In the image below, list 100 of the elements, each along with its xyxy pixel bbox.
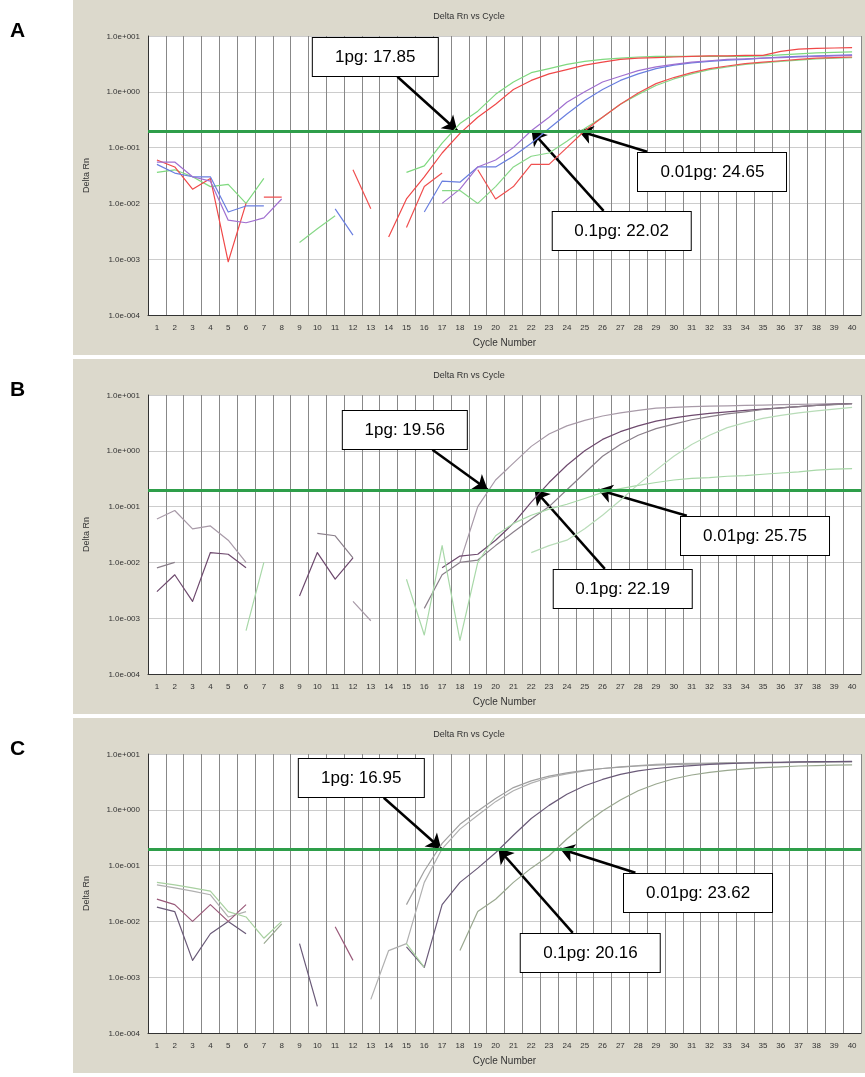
x-tick-label: 18 <box>455 681 465 691</box>
x-tick-label: 26 <box>598 681 608 691</box>
x-tick-label: 37 <box>794 322 804 332</box>
x-tick-label: 8 <box>279 322 285 332</box>
y-tick-label: 1.0e+001 <box>106 749 141 759</box>
y-tick-label: 1.0e-001 <box>108 502 141 512</box>
x-tick-label: 40 <box>847 1040 858 1050</box>
x-tick-label: 17 <box>437 322 448 332</box>
x-tick-label: 10 <box>312 322 323 332</box>
annotation: 0.01pg: 23.62 <box>623 872 774 913</box>
x-tick-label: 1 <box>154 1040 160 1050</box>
annotation: 0.01pg: 25.75 <box>680 515 831 556</box>
annotation: 0.1pg: 20.16 <box>520 932 661 973</box>
x-tick-label: 7 <box>261 1040 267 1050</box>
x-tick-label: 29 <box>651 322 662 332</box>
x-tick-label: 31 <box>687 681 697 691</box>
y-axis-title: Delta Rn <box>80 875 91 912</box>
x-tick-label: 2 <box>172 322 178 332</box>
x-tick-label: 34 <box>740 322 751 332</box>
x-tick-label: 32 <box>705 681 715 691</box>
x-tick-label: 35 <box>758 681 768 691</box>
x-tick-label: 35 <box>758 1040 768 1050</box>
y-tick-label: 1.0e+001 <box>106 31 141 41</box>
annotation: 1pg: 19.56 <box>341 409 468 450</box>
x-tick-label: 22 <box>526 681 537 691</box>
x-tick-label: 21 <box>508 1040 519 1050</box>
x-tick-label: 13 <box>366 1040 376 1050</box>
y-tick-label: 1.0e+000 <box>106 87 141 97</box>
x-tick-label: 12 <box>348 1040 358 1050</box>
x-tick-label: 3 <box>190 681 196 691</box>
x-tick-label: 7 <box>261 322 267 332</box>
x-tick-label: 39 <box>829 322 840 332</box>
x-tick-label: 22 <box>526 1040 537 1050</box>
x-tick-label: 14 <box>384 322 394 332</box>
x-tick-label: 38 <box>811 681 822 691</box>
x-tick-label: 27 <box>615 1040 626 1050</box>
x-tick-label: 7 <box>261 681 267 691</box>
x-tick-label: 23 <box>544 681 555 691</box>
x-tick-label: 10 <box>312 1040 323 1050</box>
chart-subtitle: Delta Rn vs Cycle <box>433 10 505 21</box>
x-tick-label: 16 <box>419 1040 430 1050</box>
x-tick-label: 8 <box>279 1040 285 1050</box>
y-tick-label: 1.0e+000 <box>106 446 141 456</box>
x-tick-label: 31 <box>687 1040 697 1050</box>
x-tick-label: 2 <box>172 681 178 691</box>
x-tick-label: 5 <box>225 1040 231 1050</box>
x-tick-label: 24 <box>562 1040 572 1050</box>
x-tick-label: 30 <box>669 1040 679 1050</box>
x-tick-label: 34 <box>740 1040 751 1050</box>
x-tick-label: 10 <box>312 681 323 691</box>
y-tick-label: 1.0e-003 <box>108 613 141 623</box>
y-tick-label: 1.0e-002 <box>108 916 141 926</box>
chart-title: B <box>10 377 26 401</box>
x-tick-label: 4 <box>208 681 214 691</box>
x-tick-label: 22 <box>526 322 537 332</box>
x-tick-label: 23 <box>544 1040 555 1050</box>
x-tick-label: 1 <box>154 681 160 691</box>
x-tick-label: 20 <box>491 1040 501 1050</box>
x-axis-title: Cycle Number <box>472 1054 537 1066</box>
x-tick-label: 21 <box>508 681 519 691</box>
x-tick-label: 25 <box>580 1040 590 1050</box>
x-tick-label: 3 <box>190 322 196 332</box>
y-axis-title: Delta Rn <box>80 516 91 553</box>
x-tick-label: 37 <box>794 681 804 691</box>
x-tick-label: 30 <box>669 681 679 691</box>
x-tick-label: 38 <box>811 322 822 332</box>
x-tick-label: 24 <box>562 322 572 332</box>
x-tick-label: 1 <box>154 322 160 332</box>
x-tick-label: 33 <box>722 322 733 332</box>
x-tick-label: 31 <box>687 322 697 332</box>
x-tick-label: 29 <box>651 1040 662 1050</box>
x-tick-label: 6 <box>243 681 249 691</box>
y-tick-label: 1.0e-001 <box>108 143 141 153</box>
x-tick-label: 9 <box>297 681 303 691</box>
x-tick-label: 17 <box>437 681 448 691</box>
x-tick-label: 32 <box>705 1040 715 1050</box>
x-tick-label: 18 <box>455 1040 465 1050</box>
y-tick-label: 1.0e-001 <box>108 861 141 871</box>
x-tick-label: 28 <box>633 681 644 691</box>
x-tick-label: 40 <box>847 322 858 332</box>
y-tick-label: 1.0e-004 <box>108 1028 141 1038</box>
annotation: 1pg: 17.85 <box>312 36 439 77</box>
x-tick-label: 38 <box>811 1040 822 1050</box>
x-tick-label: 4 <box>208 1040 214 1050</box>
x-tick-label: 35 <box>758 322 768 332</box>
x-tick-label: 9 <box>297 322 303 332</box>
x-tick-label: 23 <box>544 322 555 332</box>
x-tick-label: 9 <box>297 1040 303 1050</box>
x-tick-label: 26 <box>598 1040 608 1050</box>
x-tick-label: 11 <box>331 1040 340 1050</box>
chart-title: C <box>10 736 26 760</box>
x-tick-label: 16 <box>419 681 430 691</box>
x-tick-label: 21 <box>508 322 519 332</box>
x-tick-label: 14 <box>384 681 394 691</box>
x-tick-label: 30 <box>669 322 679 332</box>
x-tick-label: 39 <box>829 1040 840 1050</box>
y-tick-label: 1.0e-002 <box>108 557 141 567</box>
x-tick-label: 36 <box>776 681 786 691</box>
x-tick-label: 15 <box>402 681 412 691</box>
x-tick-label: 20 <box>491 681 501 691</box>
